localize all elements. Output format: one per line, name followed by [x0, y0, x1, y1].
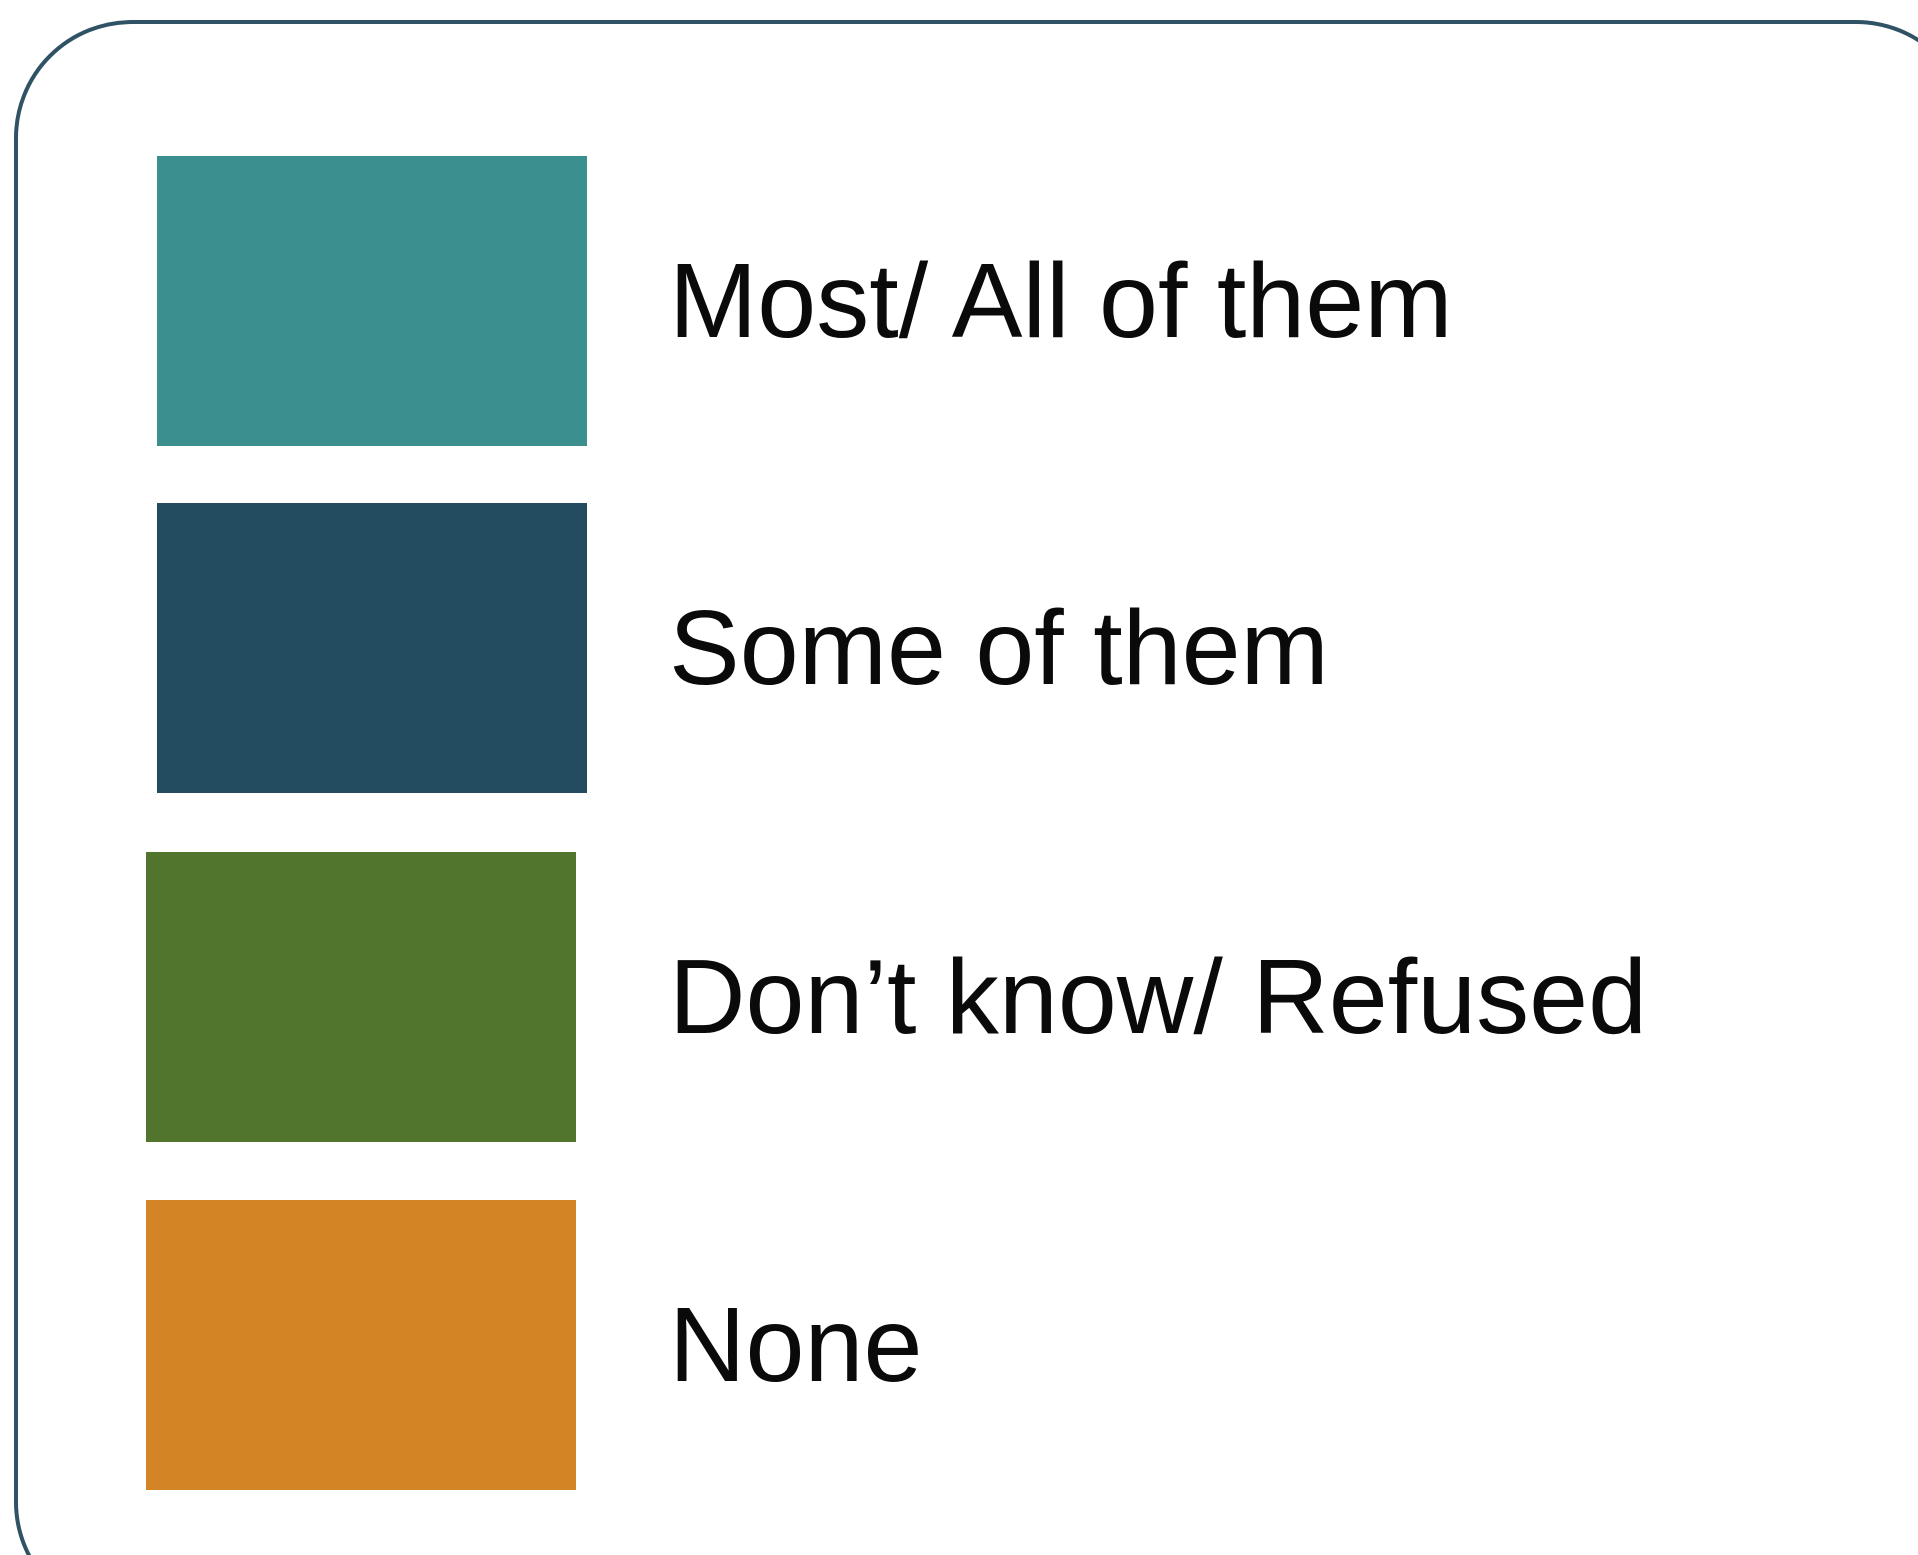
legend-item-most-all: Most/ All of them	[157, 156, 1857, 446]
legend-label-dont-know-refused: Don’t know/ Refused	[669, 938, 1648, 1056]
legend-item-dont-know-refused: Don’t know/ Refused	[146, 852, 1846, 1142]
legend-swatch-none	[146, 1200, 576, 1490]
legend-item-some: Some of them	[157, 503, 1857, 793]
legend-label-none: None	[669, 1286, 923, 1404]
legend-label-some: Some of them	[669, 589, 1329, 707]
legend-swatch-some	[157, 503, 587, 793]
legend-item-none: None	[146, 1200, 1846, 1490]
legend-swatch-dont-know-refused	[146, 852, 576, 1142]
legend-label-most-all: Most/ All of them	[669, 242, 1453, 360]
legend-swatch-most-all	[157, 156, 587, 446]
